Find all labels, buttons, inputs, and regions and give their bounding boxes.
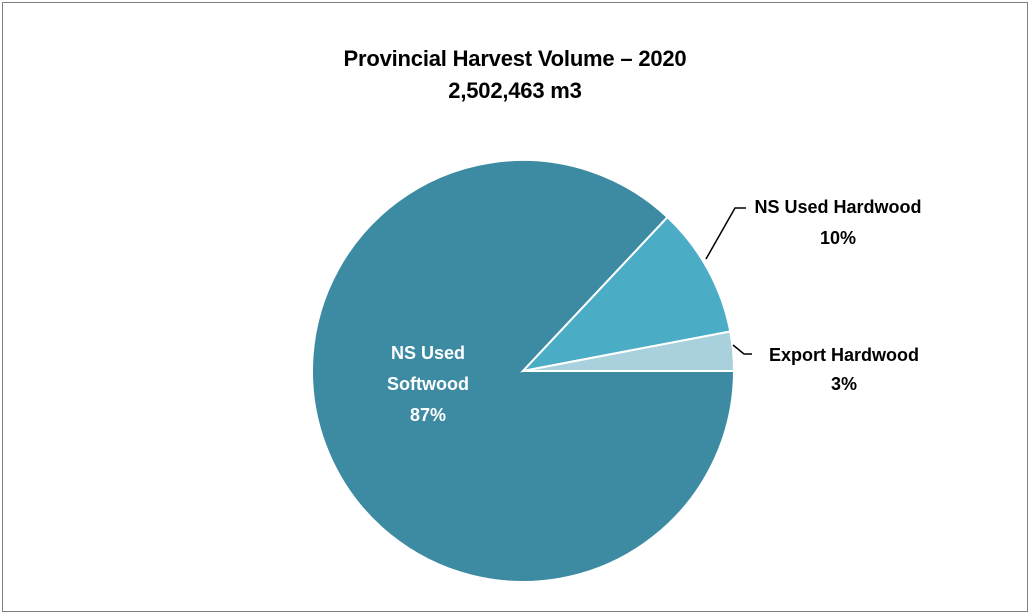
slice-label-ns-used-softwood-0: NS Used bbox=[391, 343, 465, 363]
chart-subtitle: 2,502,463 m3 bbox=[448, 78, 582, 103]
slice-value-ns-used-hardwood: 10% bbox=[820, 228, 856, 248]
slice-label-ns-used-hardwood-0: NS Used Hardwood bbox=[754, 197, 921, 217]
chart-title-block: Provincial Harvest Volume – 2020 2,502,4… bbox=[3, 43, 1027, 107]
leader-line-export-hardwood bbox=[732, 344, 752, 355]
slice-value-ns-used-softwood: 87% bbox=[410, 405, 446, 425]
slice-label-export-hardwood-0: Export Hardwood bbox=[769, 345, 919, 365]
pie-slice-ns-used-hardwood bbox=[520, 215, 732, 373]
slice-value-export-hardwood: 3% bbox=[831, 374, 857, 394]
leader-line-ns-used-hardwood bbox=[705, 207, 746, 260]
slice-label-ns-used-softwood-1: Softwood bbox=[387, 374, 469, 394]
chart-title: Provincial Harvest Volume – 2020 bbox=[343, 46, 687, 71]
pie-labels: NS Used Softwood 87% NS Used Hardwood 10% Exp… bbox=[387, 197, 922, 425]
pie-slice-export-hardwood bbox=[522, 330, 736, 372]
pie-slices bbox=[311, 159, 736, 583]
